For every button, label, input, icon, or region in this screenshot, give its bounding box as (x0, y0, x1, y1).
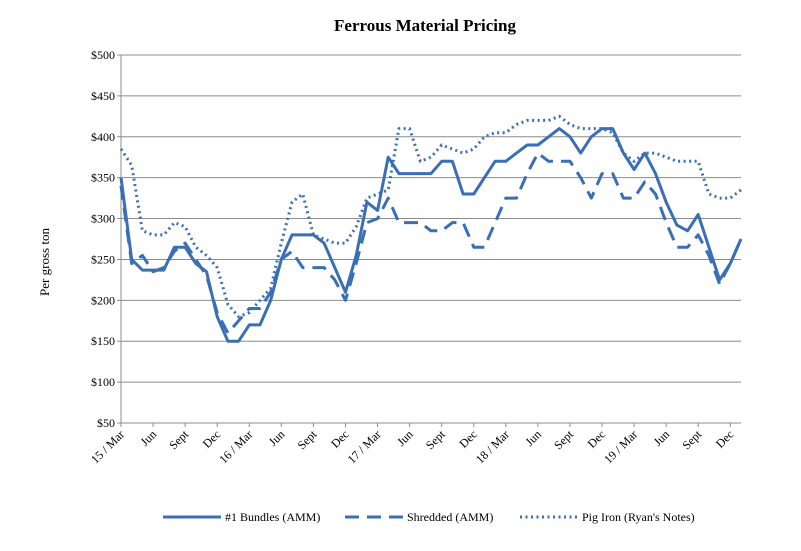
y-tick-label: $150 (91, 334, 115, 348)
y-tick-label: $500 (91, 48, 115, 62)
gridlines (121, 54, 741, 424)
y-tick-label: $100 (91, 375, 115, 389)
y-tick-label: $50 (97, 416, 115, 430)
y-tick-label: $450 (91, 89, 115, 103)
legend-label-1: #1 Bundles (AMM) (225, 510, 320, 524)
y-tick-labels: $50 $100 $150 $200 $250 $300 $350 $400 $450 $500 (91, 48, 115, 430)
y-tick-label: $350 (91, 171, 115, 185)
series-lines (119, 114, 743, 343)
legend-label-3: Pig Iron (Ryan's Notes) (582, 510, 695, 524)
y-tick-label: $250 (91, 252, 115, 266)
chart-title: Ferrous Material Pricing (334, 16, 516, 35)
legend: #1 Bundles (AMM) Shredded (AMM) Pig Iron (… (163, 510, 695, 524)
axes (117, 54, 741, 427)
y-axis-label: Per gross ton (37, 228, 52, 296)
y-tick-label: $400 (91, 130, 115, 144)
series-line-1 (119, 127, 743, 343)
series-line-2 (119, 151, 743, 335)
y-tick-label: $300 (91, 212, 115, 226)
series-line-3 (119, 114, 742, 319)
legend-label-2: Shredded (AMM) (407, 510, 493, 524)
y-tick-label: $200 (91, 293, 115, 307)
